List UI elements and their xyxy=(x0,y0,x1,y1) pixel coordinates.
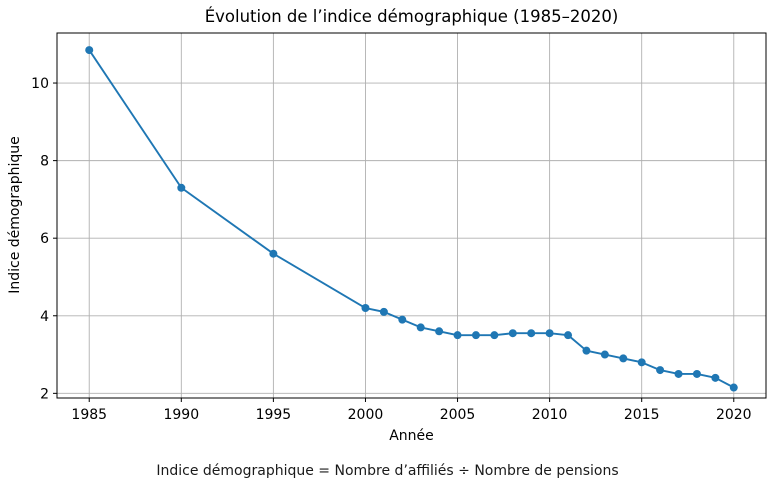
data-point xyxy=(729,383,738,392)
x-tick-label: 1985 xyxy=(71,407,107,423)
x-tick-label: 2000 xyxy=(348,407,384,423)
data-line xyxy=(88,49,735,389)
data-point xyxy=(398,315,407,324)
data-point xyxy=(361,304,370,313)
data-point xyxy=(471,331,480,340)
x-axis-label: Année xyxy=(389,428,434,444)
x-tick-label: 2010 xyxy=(532,407,568,423)
data-point xyxy=(637,358,646,367)
y-tick-label: 4 xyxy=(40,309,49,325)
data-point xyxy=(85,46,94,55)
data-point xyxy=(269,249,278,258)
x-tick-label: 2020 xyxy=(716,407,752,423)
data-point xyxy=(545,329,554,338)
data-point xyxy=(435,327,444,336)
y-tick-label: 2 xyxy=(40,386,49,402)
data-point xyxy=(582,346,591,355)
x-tick-label: 2005 xyxy=(440,407,476,423)
data-point xyxy=(600,350,609,359)
y-tick-label: 10 xyxy=(31,76,49,92)
x-tick-label: 1995 xyxy=(256,407,292,423)
y-tick-label: 6 xyxy=(40,231,49,247)
plot-border xyxy=(56,32,767,399)
data-point xyxy=(508,329,517,338)
data-point xyxy=(711,373,720,382)
data-point xyxy=(619,354,628,363)
data-point xyxy=(453,331,462,340)
x-tick-label: 1990 xyxy=(163,407,199,423)
data-point xyxy=(177,183,186,192)
y-tick-label: 8 xyxy=(40,154,49,170)
data-point xyxy=(416,323,425,332)
data-point xyxy=(674,369,683,378)
caption-formula: Indice démographique = Nombre d’affiliés… xyxy=(156,463,619,479)
chart-title: Évolution de l’indice démographique (198… xyxy=(204,7,619,26)
data-point xyxy=(656,366,665,375)
data-point xyxy=(490,331,499,340)
data-point xyxy=(692,369,701,378)
data-point xyxy=(527,329,536,338)
x-tick-label: 2015 xyxy=(624,407,660,423)
data-point xyxy=(379,307,388,316)
data-point xyxy=(564,331,573,340)
